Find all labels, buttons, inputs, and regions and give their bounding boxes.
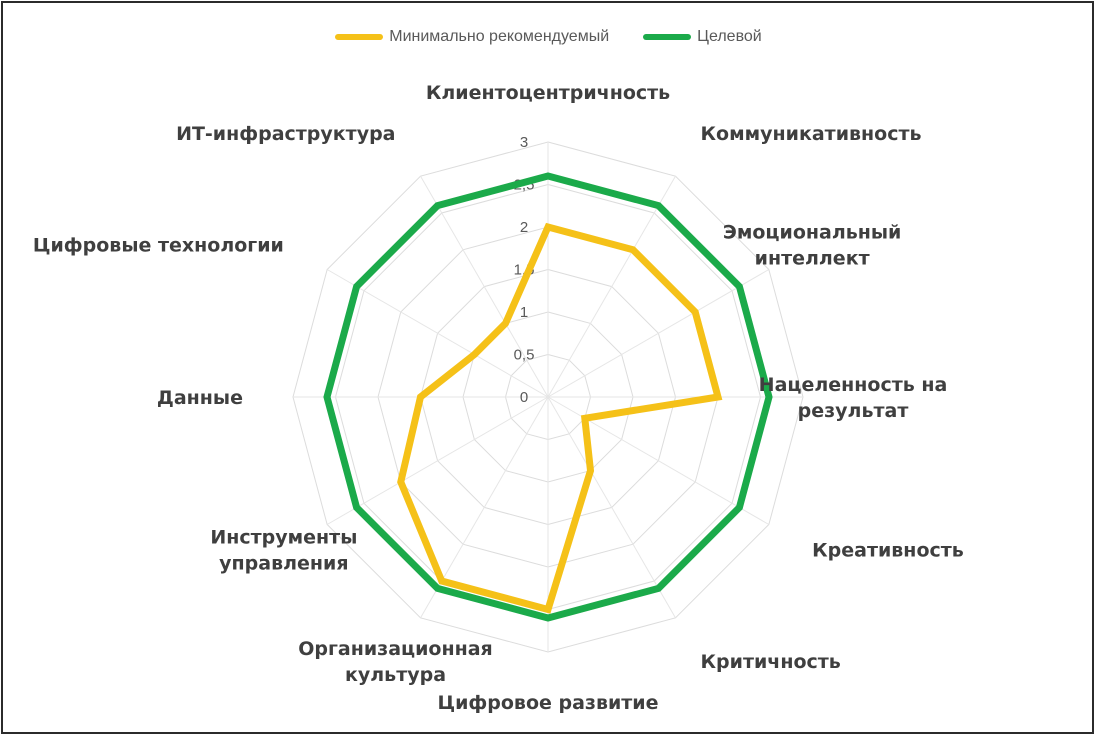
legend-swatch-target bbox=[643, 34, 692, 40]
category-label-10: Цифровые технологии bbox=[33, 235, 284, 257]
tick-label-2: 1 bbox=[520, 304, 528, 321]
tick-label-0: 0 bbox=[520, 389, 528, 406]
axis-spoke-11 bbox=[420, 175, 549, 398]
category-label-3: Нацеленность на результат bbox=[759, 374, 948, 422]
axis-spoke-7 bbox=[420, 396, 549, 619]
legend-label-minimum: Минимально рекомендуемый bbox=[389, 28, 610, 45]
category-label-6: Цифровое развитие bbox=[437, 692, 658, 714]
legend-item-minimum: Минимально рекомендуемый bbox=[335, 28, 609, 46]
legend-item-target: Целевой bbox=[643, 28, 762, 46]
category-label-4: Креативность bbox=[812, 540, 964, 562]
axis-spoke-1 bbox=[547, 175, 676, 398]
axis-spoke-8 bbox=[326, 396, 549, 525]
category-label-5: Критичность bbox=[701, 651, 841, 673]
category-label-11: ИТ-инфраструктура bbox=[176, 123, 395, 145]
category-label-9: Данные bbox=[157, 387, 243, 409]
axis-spoke-2 bbox=[547, 269, 770, 398]
series-line-0 bbox=[397, 222, 723, 614]
category-label-8: Инструменты управления bbox=[210, 527, 357, 575]
legend-swatch-minimum bbox=[335, 34, 384, 40]
category-label-0: Клиентоцентричность bbox=[426, 82, 670, 104]
category-label-2: Эмоциональный интеллект bbox=[723, 222, 901, 270]
tick-label-4: 2 bbox=[520, 219, 528, 236]
chart-legend: Минимально рекомендуемый Целевой bbox=[0, 28, 1097, 46]
tick-label-1: 0,5 bbox=[514, 347, 535, 364]
legend-label-target: Целевой bbox=[697, 28, 762, 45]
category-label-1: Коммуникативность bbox=[701, 123, 922, 145]
axis-spoke-10 bbox=[326, 269, 549, 398]
axis-spoke-5 bbox=[547, 396, 676, 619]
tick-label-6: 3 bbox=[520, 134, 528, 151]
category-label-7: Организационная культура bbox=[298, 638, 493, 686]
